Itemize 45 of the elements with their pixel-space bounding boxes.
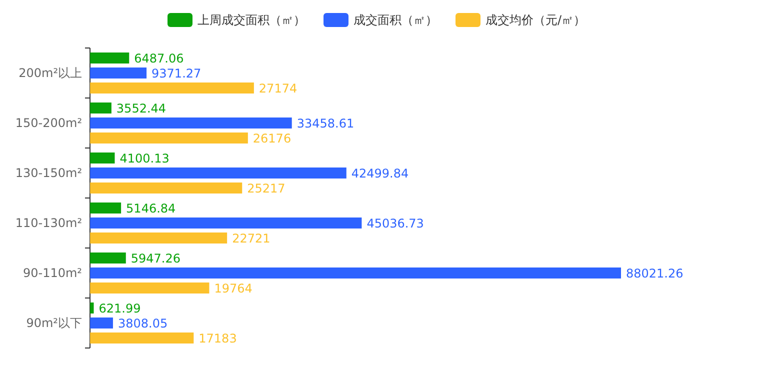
data-label: 5947.26 bbox=[130, 252, 181, 266]
bar bbox=[90, 282, 210, 294]
bar bbox=[90, 132, 248, 144]
data-label: 27174 bbox=[258, 82, 298, 96]
data-label: 19764 bbox=[214, 282, 252, 296]
data-label: 22721 bbox=[232, 232, 270, 246]
bar bbox=[90, 318, 113, 328]
bar bbox=[90, 82, 254, 94]
data-label: 33458.61 bbox=[296, 116, 354, 130]
bar bbox=[90, 102, 112, 114]
data-label: 621.99 bbox=[98, 302, 141, 316]
data-label: 4100.13 bbox=[120, 152, 170, 166]
bar bbox=[90, 118, 292, 128]
legend-label: 成交均价（元/㎡） bbox=[486, 13, 586, 27]
bar bbox=[90, 152, 115, 164]
y-tick-label: 90-110m² bbox=[22, 266, 82, 280]
y-tick-label: 90m²以下 bbox=[26, 316, 82, 330]
data-label: 5146.84 bbox=[126, 202, 176, 216]
bar bbox=[90, 268, 621, 278]
y-tick-label: 200m²以上 bbox=[18, 66, 82, 80]
bar bbox=[90, 232, 228, 244]
data-label: 6487.06 bbox=[134, 52, 184, 66]
data-label: 3552.44 bbox=[116, 102, 166, 116]
data-label: 42499.84 bbox=[351, 166, 409, 180]
data-label: 25217 bbox=[247, 182, 286, 196]
y-tick-label: 150-200m² bbox=[15, 116, 82, 130]
data-label: 88021.26 bbox=[626, 266, 684, 280]
data-label: 9371.27 bbox=[152, 66, 202, 80]
y-tick-label: 110-130m² bbox=[15, 216, 82, 230]
bar bbox=[90, 252, 126, 264]
data-label: 3808.05 bbox=[118, 316, 168, 330]
y-tick-label: 130-150m² bbox=[15, 166, 82, 180]
data-label: 26176 bbox=[252, 132, 292, 146]
bar bbox=[90, 218, 362, 228]
bar bbox=[90, 332, 194, 344]
bar bbox=[90, 182, 242, 194]
bar bbox=[90, 68, 147, 78]
data-label: 45036.73 bbox=[366, 216, 424, 230]
bar bbox=[90, 302, 94, 314]
data-label: 17183 bbox=[198, 332, 237, 346]
bar bbox=[90, 168, 346, 178]
legend-label: 上周成交面积（㎡） bbox=[198, 13, 306, 27]
bar bbox=[90, 52, 130, 64]
legend-label: 成交面积（㎡） bbox=[354, 13, 438, 27]
bar bbox=[90, 202, 122, 214]
